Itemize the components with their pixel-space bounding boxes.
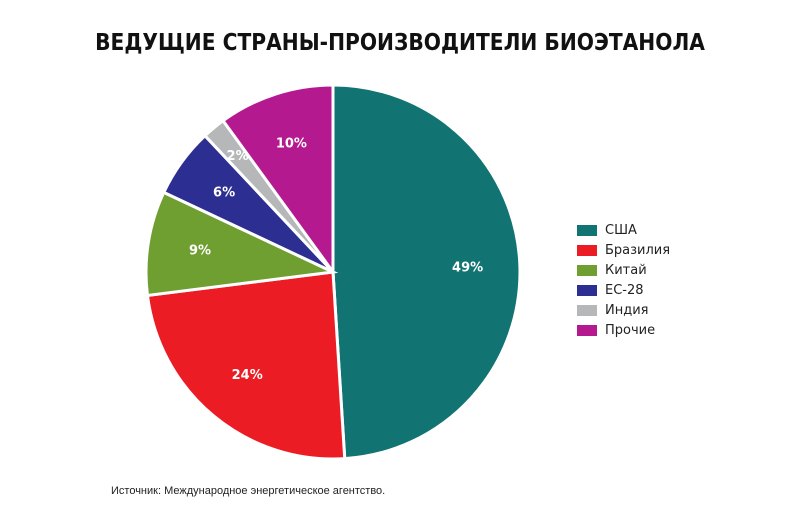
legend-item-1: США [577,220,670,240]
legend-label: Индия [605,302,649,318]
pie-slice-label-4: 6% [213,185,235,200]
legend-label: Бразилия [605,242,671,258]
legend-label: Китай [605,262,647,278]
legend-swatch [577,324,597,336]
pie-slice-2 [145,270,347,461]
legend-label: ЕС-28 [605,282,644,298]
pie-labels: 49% 24% 9% 6% 2% 10% [189,136,483,383]
pie-slice-1 [331,83,522,461]
pie-slice-label-5: 2% [227,149,249,164]
legend-swatch [577,304,597,316]
legend-label: Прочие [605,322,656,338]
legend-swatch [577,284,597,296]
pie-slices [144,83,522,461]
legend-label: США [605,222,637,238]
chart-title: ВЕДУЩИЕ СТРАНЫ-ПРОИЗВОДИТЕЛИ БИОЭТАНОЛА [95,30,705,56]
chart-legend: США Бразилия Китай ЕС-28 Индия Прочие [577,220,670,340]
legend-swatch [577,224,597,236]
legend-item-5: Индия [577,300,670,320]
legend-item-2: Бразилия [577,240,670,260]
pie-slice-3 [144,190,339,298]
legend-swatch [577,264,597,276]
source-note: Источник: Международное энергетическое а… [111,485,386,497]
pie-slice-6 [220,83,335,277]
pie-slice-label-6: 10% [276,136,307,151]
legend-item-4: ЕС-28 [577,280,670,300]
legend-item-3: Китай [577,260,670,280]
legend-swatch [577,244,597,256]
legend-item-6: Прочие [577,320,670,340]
pie-slice-label-3: 9% [189,243,211,258]
pie-slice-label-1: 49% [452,260,483,275]
pie-slice-label-2: 24% [232,368,263,383]
